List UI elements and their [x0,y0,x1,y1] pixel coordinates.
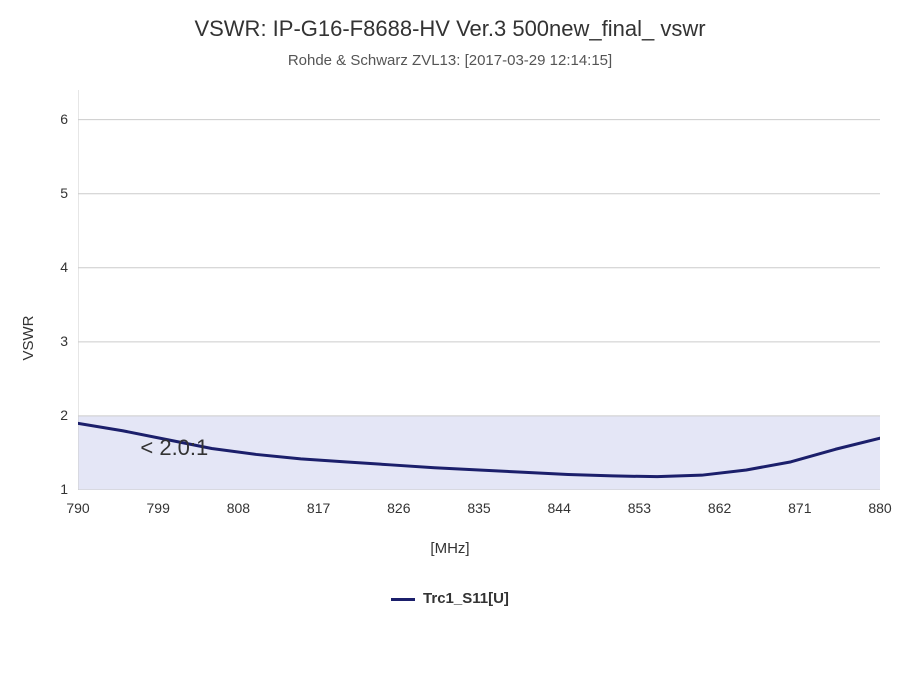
y-tick-label: 2 [60,407,68,423]
legend-swatch [391,598,415,601]
y-tick-label: 6 [60,111,68,127]
x-tick-label: 871 [788,500,811,516]
x-tick-label: 790 [66,500,89,516]
x-tick-label: 862 [708,500,731,516]
y-tick-label: 1 [60,481,68,497]
chart-title: VSWR: IP-G16-F8688-HV Ver.3 500new_final… [0,16,900,42]
x-tick-label: 826 [387,500,410,516]
legend-label: Trc1_S11[U] [423,590,509,607]
x-tick-label: 853 [628,500,651,516]
y-tick-label: 4 [60,259,68,275]
plot-svg [78,90,880,490]
x-tick-label: 880 [868,500,891,516]
y-tick-label: 5 [60,185,68,201]
plot-area: < 2.0:1 [78,90,880,490]
chart-subtitle: Rohde & Schwarz ZVL13: [2017-03-29 12:14… [0,52,900,69]
y-tick-label: 3 [60,333,68,349]
chart-container: VSWR: IP-G16-F8688-HV Ver.3 500new_final… [0,0,900,675]
x-tick-label: 817 [307,500,330,516]
band-annotation: < 2.0:1 [140,435,208,461]
x-axis-label: [MHz] [0,540,900,557]
x-tick-label: 799 [147,500,170,516]
x-tick-label: 844 [548,500,571,516]
x-tick-label: 808 [227,500,250,516]
y-axis-label: VSWR [20,315,37,360]
legend: Trc1_S11[U] [0,590,900,607]
x-tick-label: 835 [467,500,490,516]
